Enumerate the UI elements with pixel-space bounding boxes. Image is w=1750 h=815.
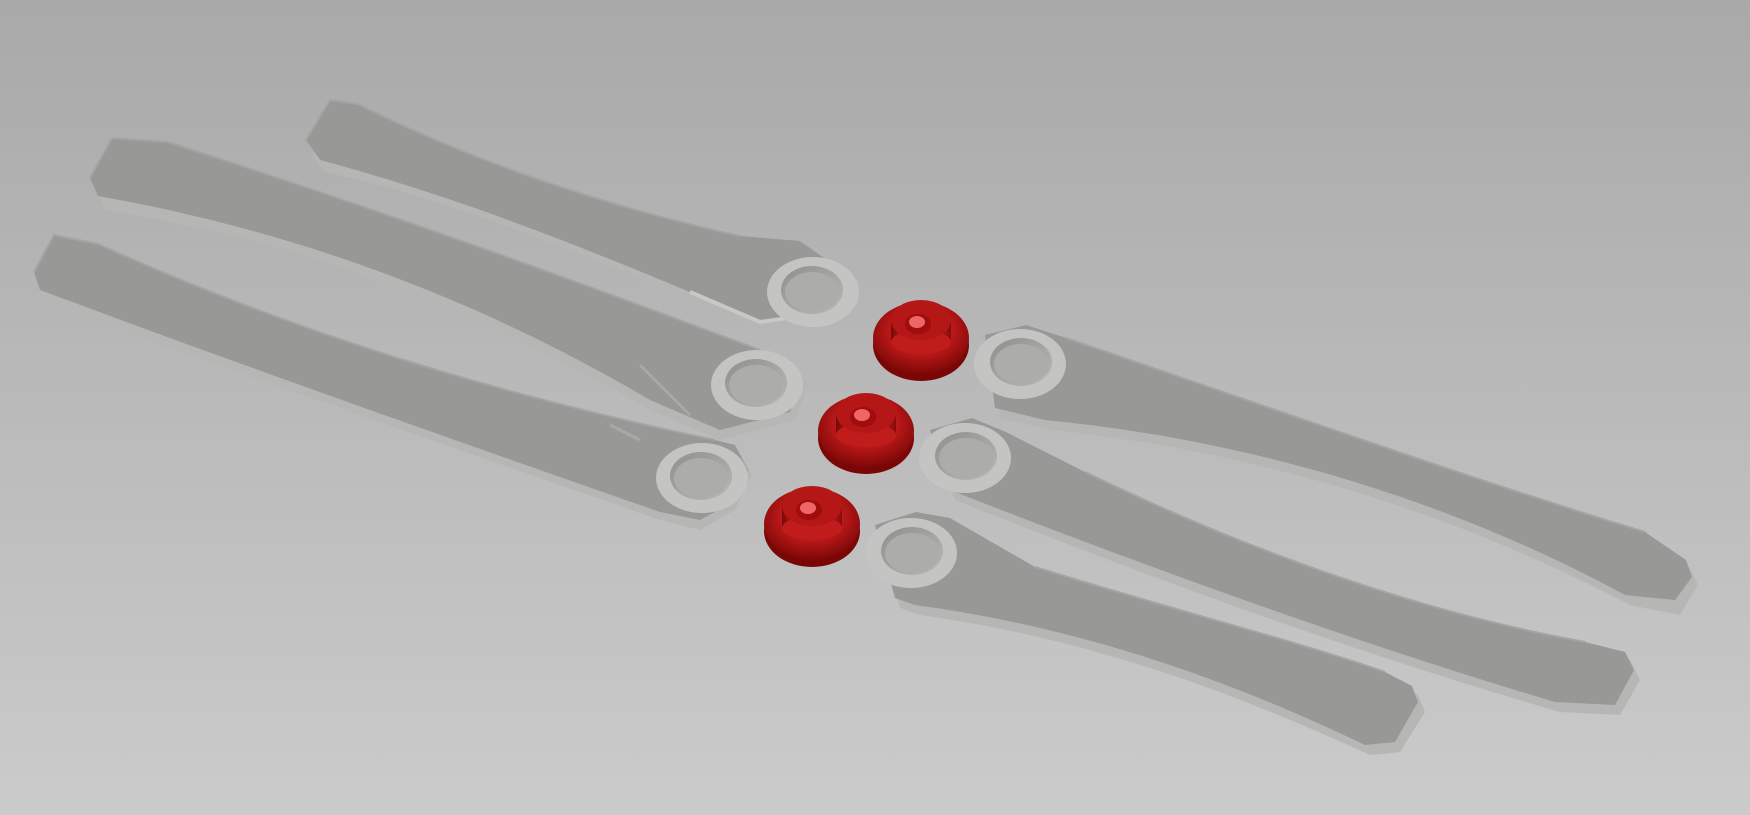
handle-left-top[interactable] [305, 98, 859, 330]
handle-right-bottom[interactable] [865, 512, 1425, 755]
bushing-top[interactable] [873, 300, 969, 381]
handle-left-middle[interactable] [89, 136, 808, 440]
handle-right-middle[interactable] [919, 418, 1640, 715]
handle-right-top[interactable] [974, 325, 1698, 615]
bushing-middle[interactable] [818, 393, 914, 474]
handle-left-bottom[interactable] [33, 233, 752, 530]
bushing-bottom[interactable] [764, 486, 860, 567]
